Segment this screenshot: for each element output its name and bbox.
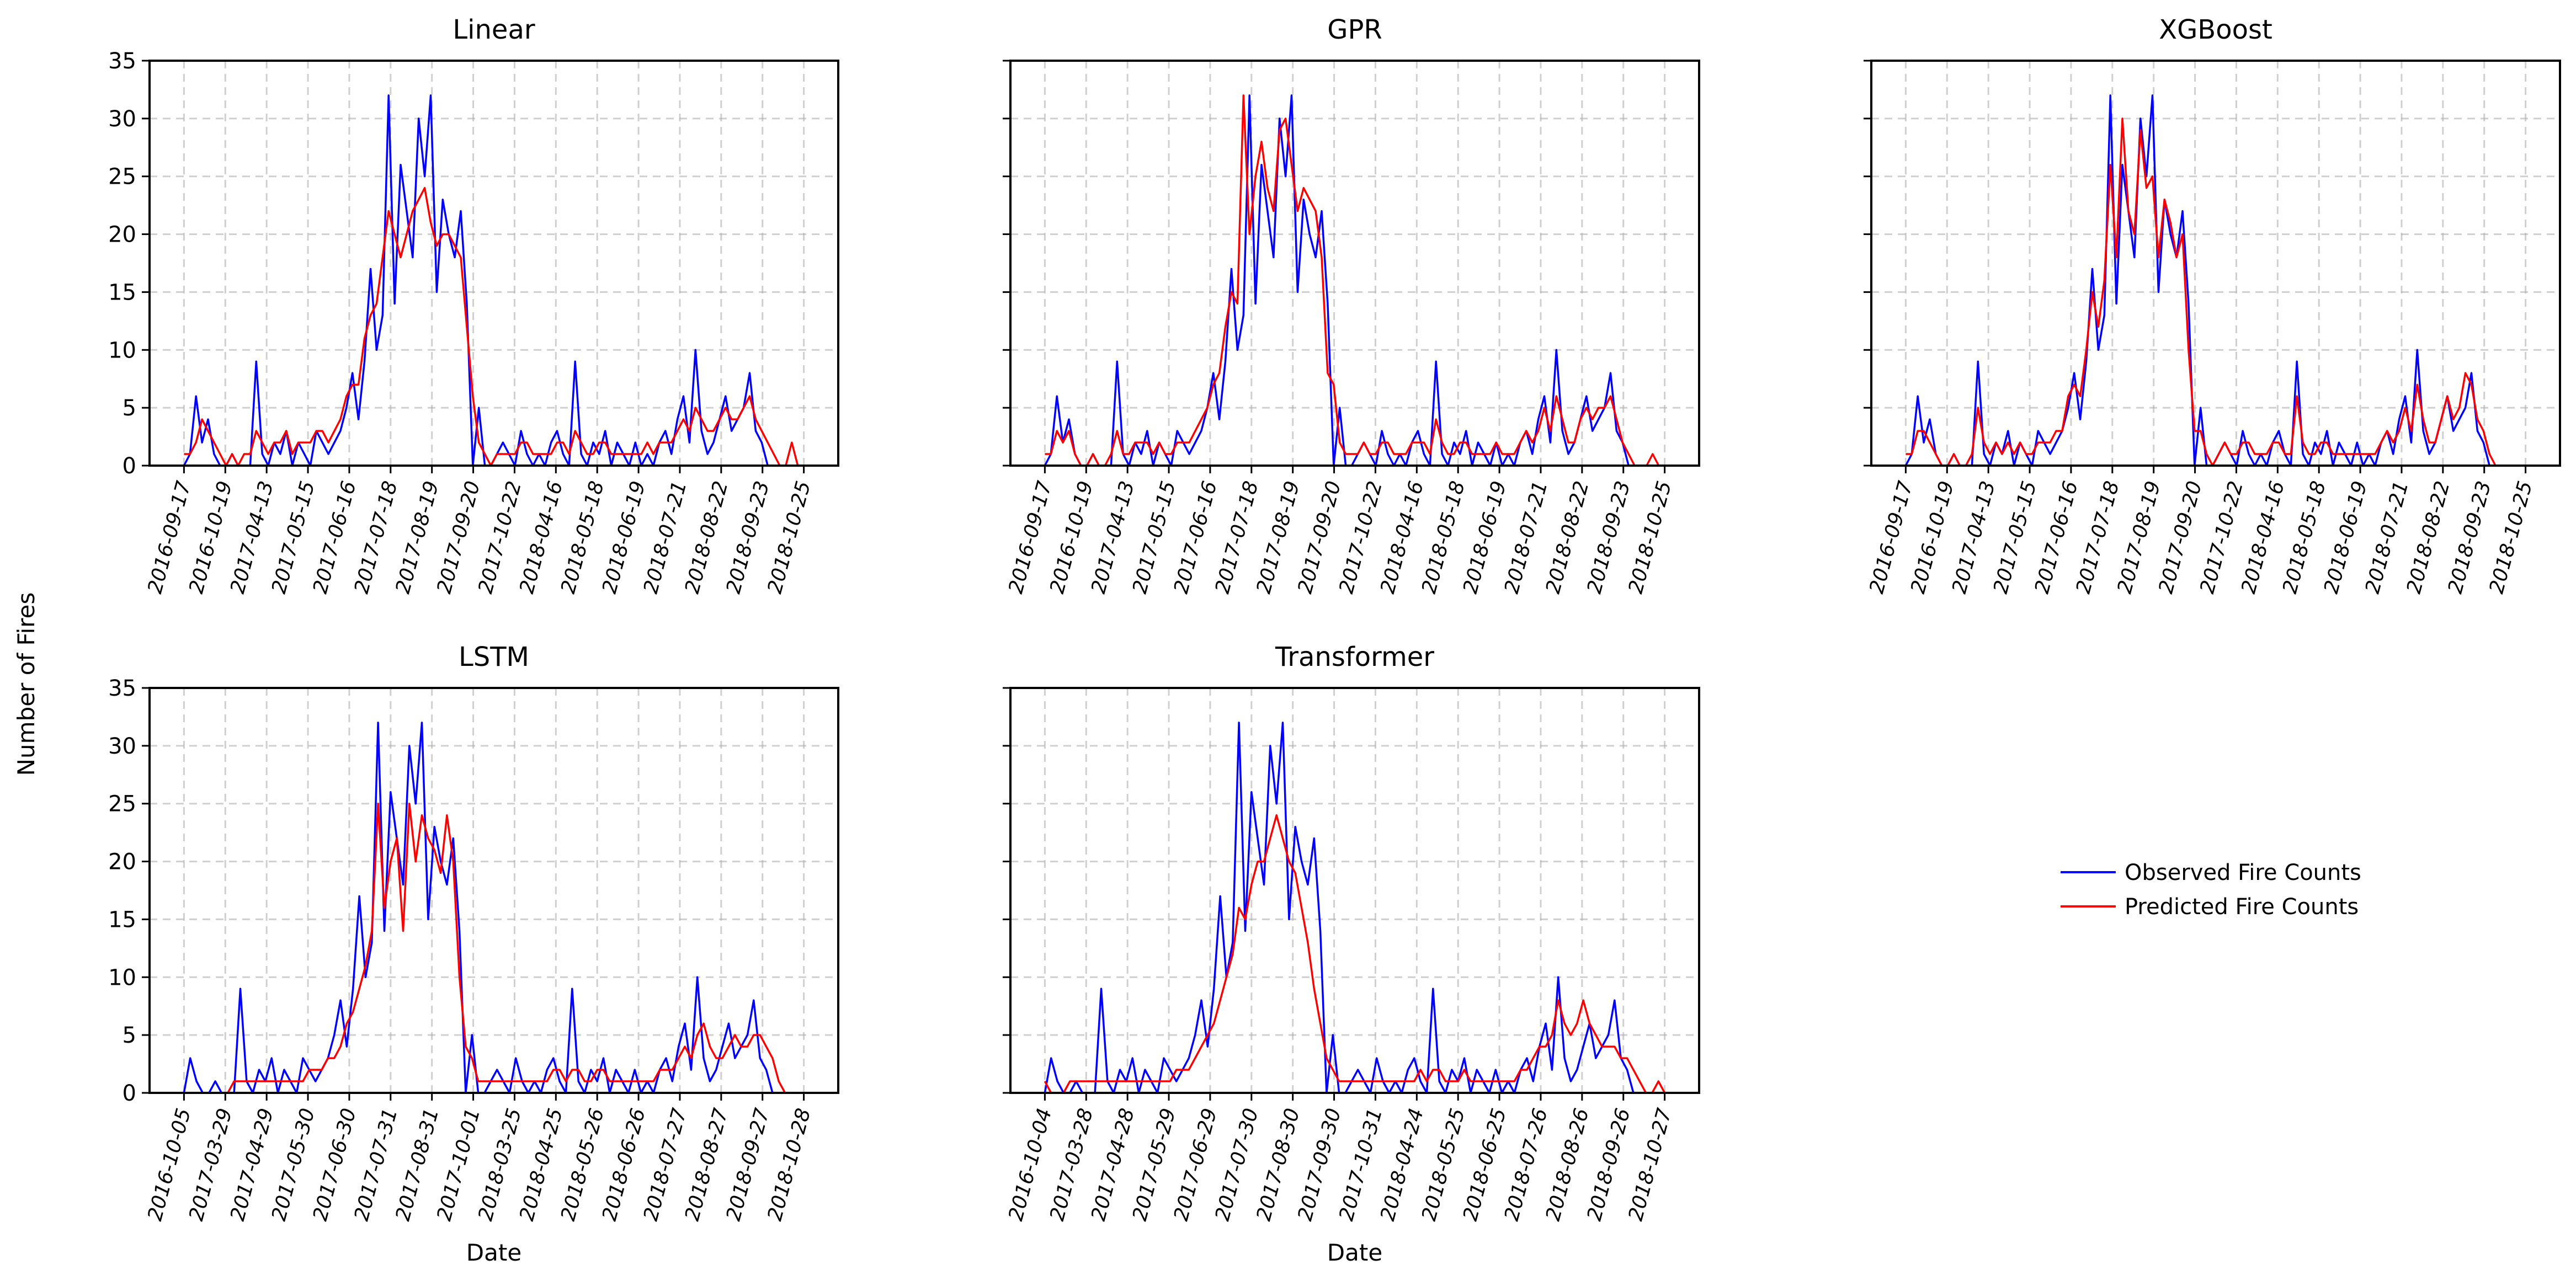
subplot-title: Transformer (1275, 642, 1434, 672)
subplot-title: LSTM (459, 642, 529, 672)
subplot-gpr: 2016-09-172016-10-192017-04-132017-05-15… (1003, 14, 1700, 596)
y-tick-label: 15 (108, 280, 136, 305)
predicted-series-line (184, 186, 804, 467)
x-axis-label: Date (1327, 1239, 1382, 1266)
y-tick-label: 15 (108, 907, 136, 932)
legend: Observed Fire Counts Predicted Fire Coun… (2061, 860, 2361, 920)
gridlines (150, 687, 838, 1094)
x-axis-label: Date (466, 1239, 521, 1266)
x-tick-label: 2018-10-25 (1625, 479, 1676, 596)
y-tick-label: 25 (108, 792, 136, 817)
y-tick-label: 5 (123, 1023, 136, 1048)
y-tick-label: 20 (108, 850, 136, 875)
x-tick-label: 2018-10-25 (2485, 479, 2537, 596)
observed-series-line (1044, 94, 1665, 467)
y-tick-label: 0 (123, 453, 136, 479)
y-tick-label: 20 (108, 222, 136, 248)
legend-observed-label: Observed Fire Counts (2125, 860, 2361, 885)
subplot-transformer: 2016-10-042017-03-282017-04-282017-05-29… (1003, 642, 1700, 1266)
subplot-title: GPR (1327, 14, 1382, 45)
predicted-series-line (1045, 94, 1665, 467)
plot-frame (148, 60, 839, 467)
y-tick-label: 10 (108, 965, 136, 990)
y-tick-label: 0 (123, 1081, 136, 1106)
plot-frame (1870, 60, 2561, 467)
plot-frame (1009, 687, 1700, 1094)
subplot-xgboost: 2016-09-172016-10-192017-04-132017-05-15… (1864, 14, 2561, 596)
observed-series-line (183, 722, 804, 1094)
y-tick-label: 10 (108, 338, 136, 363)
x-tick-label: 2018-10-28 (764, 1106, 816, 1224)
x-tick-label: 2018-10-25 (764, 479, 816, 596)
x-tick-label: 2018-10-27 (1625, 1106, 1676, 1224)
figure-ylabel: Number of Fires (13, 593, 40, 776)
y-tick-label: 5 (123, 396, 136, 421)
gridlines (1010, 687, 1699, 1094)
subplot-title: XGBoost (2159, 14, 2272, 45)
observed-series-line (1044, 722, 1665, 1094)
subplots: 0 5 10 15 20 25 30 35 2016-09-172016-10-192017-0… (108, 14, 2561, 1266)
y-tick-label: 30 (108, 106, 136, 132)
y-tick-label: 35 (108, 676, 136, 701)
subplot-title: Linear (453, 14, 535, 45)
predicted-series-line (1044, 814, 1666, 1094)
predicted-series-line (184, 802, 804, 1094)
gridlines (1871, 60, 2560, 467)
legend-predicted-label: Predicted Fire Counts (2125, 894, 2359, 920)
y-tick-label: 25 (108, 164, 136, 190)
subplot-linear: 051015202530352016-09-172016-10-192017-0… (108, 14, 839, 596)
observed-series-line (183, 94, 804, 467)
y-tick-label: 30 (108, 734, 136, 759)
observed-series-line (1904, 94, 2526, 467)
subplot-lstm: 051015202530352016-10-052017-03-292017-0… (108, 642, 839, 1266)
predicted-series-line (1906, 118, 2526, 467)
plot-frame (148, 687, 839, 1094)
y-tick-label: 35 (108, 49, 136, 74)
plot-frame (1009, 60, 1700, 467)
